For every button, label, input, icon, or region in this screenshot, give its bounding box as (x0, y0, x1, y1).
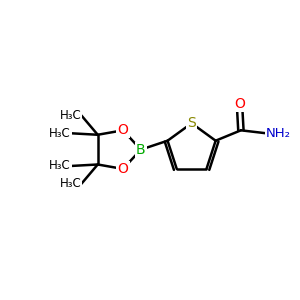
Text: O: O (118, 123, 128, 137)
Text: H₃C: H₃C (60, 109, 81, 122)
Text: H₃C: H₃C (49, 160, 71, 172)
Text: O: O (118, 162, 128, 176)
Text: O: O (234, 97, 245, 111)
Text: S: S (187, 116, 196, 130)
Text: NH₂: NH₂ (266, 127, 291, 140)
Text: H₃C: H₃C (60, 177, 81, 190)
Text: H₃C: H₃C (49, 127, 71, 140)
Text: B: B (136, 142, 146, 157)
